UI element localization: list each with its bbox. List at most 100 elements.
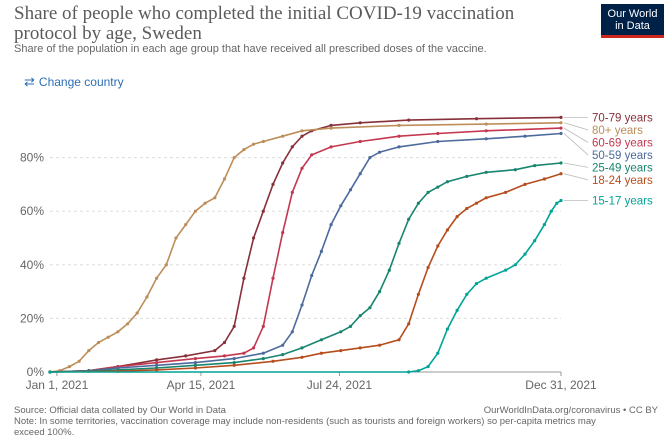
- change-country-label: Change country: [38, 75, 124, 89]
- logo-accent-bar: [601, 35, 664, 38]
- legend-connector: [563, 162, 589, 168]
- data-point: [271, 276, 275, 280]
- data-point: [271, 359, 275, 363]
- swap-arrows-icon: ⇄: [24, 74, 35, 89]
- y-tick-label: 0%: [27, 365, 45, 379]
- data-point: [77, 359, 81, 363]
- data-point: [281, 343, 285, 347]
- legend-label: 18-24 years: [592, 175, 653, 187]
- data-point: [559, 131, 563, 136]
- data-point: [193, 363, 197, 367]
- y-tick-label: 40%: [20, 258, 44, 272]
- data-point: [542, 223, 547, 227]
- data-point: [232, 156, 236, 160]
- data-point: [445, 180, 449, 184]
- data-point: [474, 282, 479, 286]
- data-point: [261, 139, 265, 144]
- data-point: [484, 170, 488, 174]
- change-country-button[interactable]: ⇄ Change country: [24, 74, 124, 90]
- data-point: [378, 290, 382, 294]
- owid-logo[interactable]: Our World in Data: [601, 4, 664, 38]
- data-point: [513, 263, 517, 267]
- data-point: [484, 122, 488, 126]
- data-point: [407, 217, 411, 221]
- data-point: [416, 292, 420, 296]
- data-point: [300, 346, 304, 350]
- logo-line-2: in Data: [615, 20, 650, 32]
- series-line: [49, 127, 562, 373]
- data-point: [542, 177, 547, 181]
- data-point: [329, 126, 333, 130]
- data-point: [48, 370, 52, 374]
- data-point: [484, 196, 488, 200]
- data-point: [135, 311, 139, 315]
- data-point: [232, 361, 236, 365]
- data-point: [436, 139, 440, 144]
- data-point: [523, 134, 527, 138]
- data-point: [319, 249, 323, 253]
- data-point: [155, 358, 159, 362]
- data-point: [96, 340, 101, 345]
- series-line: [49, 122, 562, 373]
- data-point: [281, 231, 285, 235]
- data-point: [222, 340, 227, 345]
- legend-connector: [563, 133, 589, 156]
- data-point: [407, 118, 411, 122]
- data-point: [155, 361, 159, 365]
- data-point: [155, 368, 159, 372]
- data-point: [559, 121, 563, 125]
- data-point: [387, 268, 391, 272]
- data-point: [397, 145, 401, 149]
- data-point: [348, 324, 353, 328]
- data-point: [358, 172, 362, 176]
- data-point: [523, 182, 527, 186]
- license-link[interactable]: OurWorldInData.org/coronavirus • CC BY: [483, 405, 658, 416]
- data-point: [242, 276, 246, 280]
- data-point: [242, 351, 246, 355]
- series-line: [49, 132, 562, 373]
- data-point: [484, 137, 488, 141]
- data-point: [416, 201, 420, 205]
- series-line: [49, 116, 562, 373]
- data-point: [261, 357, 265, 361]
- data-point: [555, 201, 559, 205]
- data-point: [559, 126, 563, 130]
- series-line: [49, 172, 562, 373]
- data-point: [465, 206, 469, 211]
- data-point: [378, 343, 382, 347]
- data-point: [290, 330, 294, 334]
- data-point: [222, 177, 227, 181]
- data-point: [436, 244, 440, 248]
- legend-label: 80+ years: [592, 125, 643, 137]
- line-chart: 0% 20% 40% 60% 80% Jan 1, 2021 Apr 15, 2021 Jul…: [20, 112, 653, 392]
- data-point: [559, 172, 563, 176]
- data-point: [300, 166, 304, 170]
- chart-title: Share of people who completed the initia…: [14, 3, 515, 44]
- data-point: [358, 314, 362, 318]
- y-tick-label: 80%: [20, 151, 44, 165]
- data-point: [261, 209, 265, 213]
- legend-label: 60-69 years: [592, 137, 653, 149]
- data-point: [252, 142, 256, 146]
- data-point: [484, 129, 488, 133]
- data-point: [445, 228, 449, 232]
- source-note: Source: Official data collated by Our Wo…: [14, 405, 226, 416]
- data-point: [261, 351, 265, 355]
- data-point: [426, 265, 430, 270]
- data-point: [407, 370, 411, 374]
- data-point: [310, 273, 314, 278]
- data-point: [300, 129, 304, 133]
- data-point: [533, 164, 537, 168]
- data-point: [300, 134, 304, 138]
- data-point: [242, 148, 246, 152]
- data-point: [126, 322, 130, 326]
- data-point: [193, 357, 197, 361]
- data-point: [193, 209, 197, 213]
- data-point: [271, 182, 275, 186]
- data-point: [184, 223, 188, 227]
- legend-connector: [563, 173, 589, 181]
- data-point: [368, 156, 372, 160]
- data-point: [523, 252, 527, 256]
- data-point: [329, 145, 333, 149]
- data-point: [368, 306, 372, 310]
